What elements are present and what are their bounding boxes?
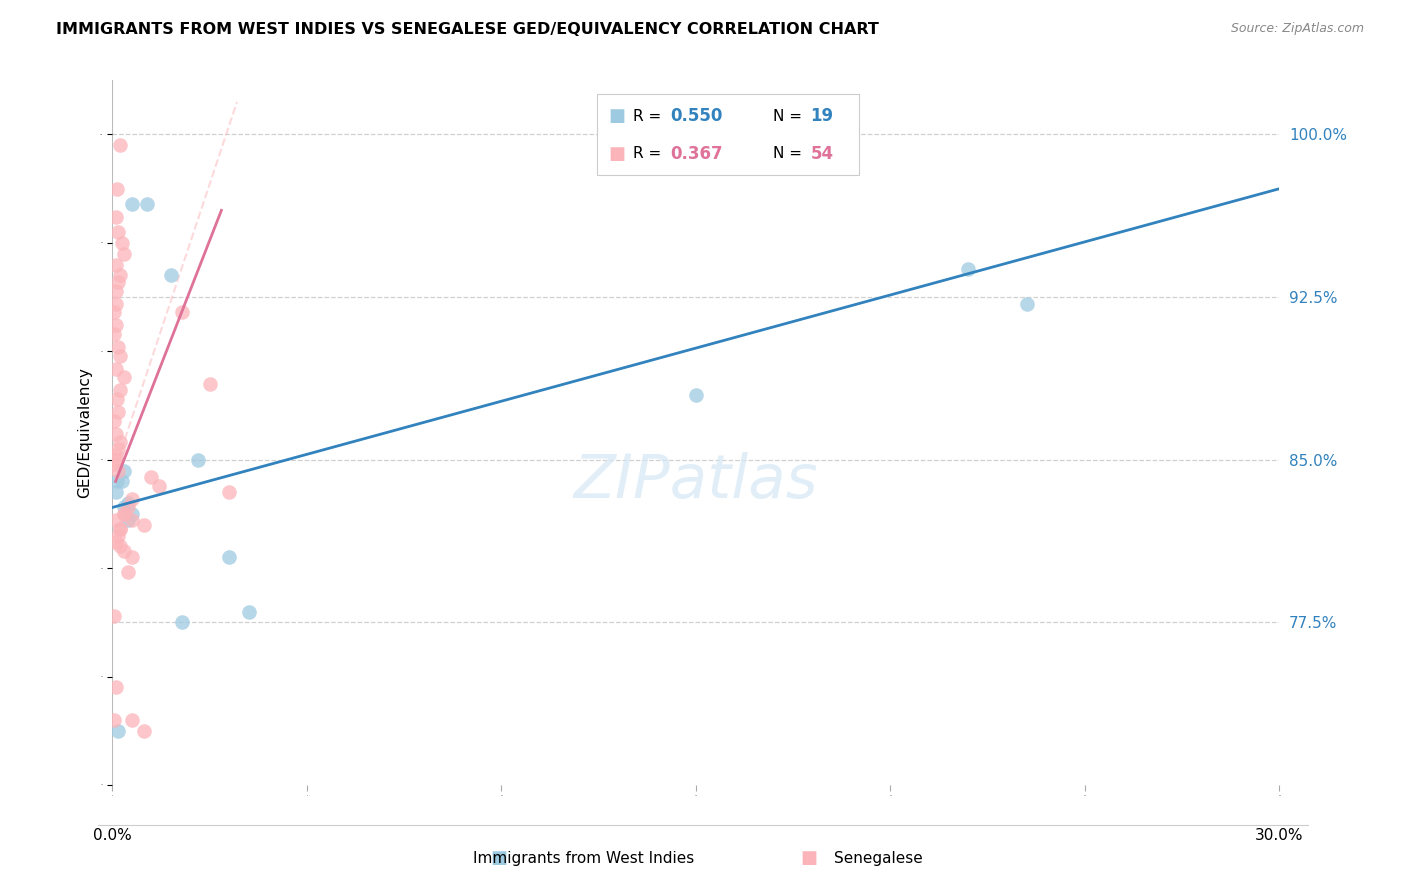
Point — [110, 384, 132, 398]
Point — [121, 507, 143, 521]
Point — [107, 442, 129, 456]
Point — [132, 517, 155, 532]
Text: 54: 54 — [810, 145, 834, 162]
Point — [957, 261, 980, 276]
Point — [105, 513, 128, 527]
Point — [112, 370, 135, 384]
Point — [104, 449, 127, 463]
Point — [103, 608, 125, 623]
Text: 30.0%: 30.0% — [1256, 829, 1303, 843]
Point — [112, 464, 135, 478]
Point — [117, 496, 139, 510]
Point — [172, 305, 194, 319]
Point — [218, 485, 240, 500]
Point — [238, 605, 260, 619]
Text: ■: ■ — [491, 849, 508, 867]
Point — [105, 485, 128, 500]
Text: IMMIGRANTS FROM WEST INDIES VS SENEGALESE GED/EQUIVALENCY CORRELATION CHART: IMMIGRANTS FROM WEST INDIES VS SENEGALES… — [56, 22, 879, 37]
Point — [103, 713, 125, 727]
Point — [187, 452, 209, 467]
Point — [107, 464, 129, 478]
Text: R =: R = — [633, 146, 662, 161]
Point — [111, 235, 134, 250]
Point — [148, 479, 170, 493]
Point — [112, 246, 135, 260]
Point — [172, 615, 194, 630]
Point — [117, 566, 139, 580]
Point — [121, 491, 143, 506]
Point — [110, 138, 132, 153]
Point — [107, 723, 129, 738]
Point — [117, 500, 139, 515]
Point — [141, 470, 163, 484]
Text: 0.0%: 0.0% — [93, 829, 132, 843]
Text: 19: 19 — [810, 107, 834, 125]
Point — [103, 326, 125, 341]
Point — [121, 197, 143, 211]
Point — [136, 197, 159, 211]
Point — [103, 457, 125, 471]
Point — [110, 540, 132, 554]
Point — [105, 258, 128, 272]
Point — [110, 435, 132, 450]
Y-axis label: GED/Equivalency: GED/Equivalency — [77, 368, 91, 498]
Point — [105, 210, 128, 224]
Text: ZIPatlas: ZIPatlas — [574, 452, 818, 511]
Point — [107, 528, 129, 542]
Point — [112, 507, 135, 521]
Point — [107, 405, 129, 419]
Point — [105, 296, 128, 310]
Text: Source: ZipAtlas.com: Source: ZipAtlas.com — [1230, 22, 1364, 36]
Point — [117, 513, 139, 527]
Point — [105, 361, 128, 376]
Point — [110, 522, 132, 536]
Point — [105, 452, 128, 467]
Point — [112, 500, 135, 515]
Point — [105, 535, 128, 549]
Point — [121, 513, 143, 527]
Point — [112, 507, 135, 521]
Point — [105, 318, 128, 333]
Point — [105, 426, 128, 441]
Point — [105, 392, 128, 406]
Point — [105, 475, 128, 489]
Text: ■: ■ — [607, 107, 626, 125]
Text: Immigrants from West Indies: Immigrants from West Indies — [472, 851, 695, 865]
Point — [105, 681, 128, 695]
Point — [107, 275, 129, 289]
Point — [107, 340, 129, 354]
Point — [105, 182, 128, 196]
Text: ■: ■ — [800, 849, 817, 867]
Point — [112, 543, 135, 558]
Point — [121, 713, 143, 727]
Point — [110, 268, 132, 283]
Text: N =: N = — [772, 109, 801, 124]
Point — [1015, 296, 1038, 310]
Point — [110, 349, 132, 363]
Text: R =: R = — [633, 109, 662, 124]
Text: 0.550: 0.550 — [669, 107, 723, 125]
Point — [111, 475, 134, 489]
Point — [160, 268, 183, 283]
Point — [218, 550, 240, 565]
Point — [103, 414, 125, 428]
Point — [107, 225, 129, 239]
Text: N =: N = — [772, 146, 801, 161]
Point — [132, 723, 155, 738]
Text: ■: ■ — [607, 145, 626, 162]
Text: Senegalese: Senegalese — [834, 851, 924, 865]
Text: 0.367: 0.367 — [669, 145, 723, 162]
Point — [110, 522, 132, 536]
Point — [198, 376, 221, 391]
Point — [105, 284, 128, 298]
Point — [685, 387, 707, 401]
Point — [121, 550, 143, 565]
Point — [103, 305, 125, 319]
